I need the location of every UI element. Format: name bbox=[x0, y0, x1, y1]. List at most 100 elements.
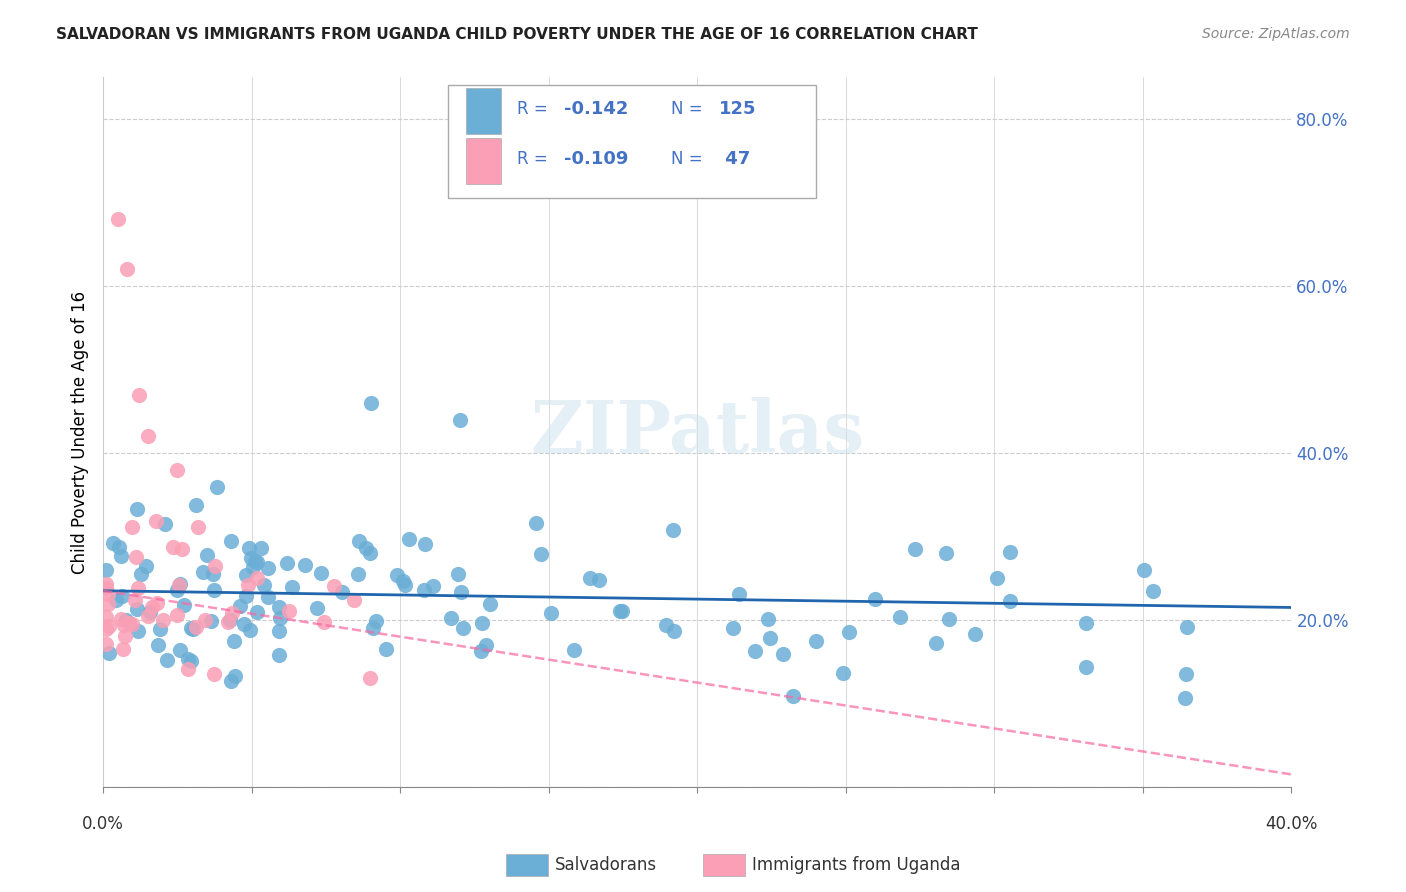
Point bbox=[863, 592, 886, 607]
Point bbox=[187, 519, 209, 533]
Point bbox=[125, 502, 148, 516]
Point bbox=[169, 643, 191, 657]
Point bbox=[831, 665, 853, 680]
Point bbox=[219, 674, 242, 689]
Point bbox=[186, 498, 208, 512]
Text: N =: N = bbox=[671, 101, 709, 119]
FancyBboxPatch shape bbox=[465, 137, 501, 184]
Point bbox=[97, 597, 120, 611]
Text: ZIPatlas: ZIPatlas bbox=[530, 397, 865, 467]
Point bbox=[252, 577, 274, 591]
Point bbox=[149, 622, 172, 636]
Point bbox=[398, 532, 420, 546]
Point bbox=[101, 536, 124, 550]
Point bbox=[127, 624, 149, 638]
Text: Salvadorans: Salvadorans bbox=[555, 856, 658, 874]
Point bbox=[98, 618, 121, 632]
Point bbox=[772, 647, 794, 661]
Point bbox=[124, 593, 146, 607]
Point bbox=[235, 589, 257, 603]
Point bbox=[94, 577, 117, 591]
Point bbox=[392, 574, 415, 588]
Point bbox=[360, 396, 382, 410]
Point bbox=[250, 541, 273, 555]
Point bbox=[180, 621, 202, 635]
Text: -0.142: -0.142 bbox=[564, 101, 628, 119]
Point bbox=[986, 571, 1008, 585]
Point bbox=[267, 648, 290, 662]
Point bbox=[998, 545, 1021, 559]
Point bbox=[177, 662, 200, 676]
Point bbox=[127, 602, 149, 616]
Point bbox=[422, 579, 444, 593]
Point bbox=[346, 567, 368, 582]
Point bbox=[94, 582, 117, 596]
Point bbox=[744, 644, 766, 658]
Text: N =: N = bbox=[671, 150, 709, 168]
Text: Source: ZipAtlas.com: Source: ZipAtlas.com bbox=[1202, 27, 1350, 41]
Point bbox=[118, 615, 141, 630]
Point bbox=[229, 599, 252, 613]
Point bbox=[177, 651, 200, 665]
Point bbox=[269, 599, 291, 614]
Point bbox=[94, 637, 117, 651]
Point bbox=[180, 655, 202, 669]
Point bbox=[375, 642, 398, 657]
Point bbox=[236, 578, 259, 592]
Point bbox=[1175, 667, 1198, 681]
Point bbox=[998, 594, 1021, 608]
Point bbox=[540, 606, 562, 620]
Point bbox=[394, 578, 416, 592]
Point bbox=[94, 563, 117, 577]
Point bbox=[562, 643, 585, 657]
Point bbox=[98, 646, 121, 660]
Point bbox=[578, 571, 600, 585]
Point bbox=[1174, 690, 1197, 705]
Point bbox=[115, 613, 138, 627]
Point bbox=[156, 652, 179, 666]
Point bbox=[804, 633, 827, 648]
Point bbox=[309, 566, 332, 580]
Point bbox=[146, 639, 169, 653]
Point bbox=[446, 566, 468, 581]
Point bbox=[965, 627, 987, 641]
Point bbox=[413, 582, 436, 597]
Text: R =: R = bbox=[516, 150, 553, 168]
Point bbox=[184, 620, 207, 634]
Point bbox=[173, 599, 195, 613]
Point bbox=[470, 643, 492, 657]
Point bbox=[530, 547, 553, 561]
Point bbox=[451, 621, 474, 635]
Point bbox=[662, 523, 685, 537]
Text: Immigrants from Uganda: Immigrants from Uganda bbox=[752, 856, 960, 874]
Point bbox=[267, 624, 290, 638]
Point bbox=[938, 612, 960, 626]
Point bbox=[1076, 660, 1098, 674]
Point bbox=[246, 570, 269, 584]
Text: 47: 47 bbox=[718, 150, 749, 168]
Point bbox=[233, 617, 256, 632]
Point bbox=[111, 590, 134, 604]
Point bbox=[166, 583, 188, 598]
Text: R =: R = bbox=[516, 101, 553, 119]
Point bbox=[664, 624, 686, 638]
Point bbox=[354, 541, 377, 556]
Y-axis label: Child Poverty Under the Age of 16: Child Poverty Under the Age of 16 bbox=[72, 291, 89, 574]
Point bbox=[110, 549, 132, 564]
Point bbox=[217, 615, 239, 630]
Point bbox=[94, 609, 117, 624]
Point bbox=[347, 533, 370, 548]
Point bbox=[239, 623, 262, 637]
Point bbox=[838, 625, 860, 640]
Point bbox=[471, 616, 494, 631]
Point bbox=[221, 606, 243, 620]
Point bbox=[222, 634, 245, 648]
Point bbox=[114, 629, 136, 643]
Point bbox=[440, 611, 463, 625]
Point bbox=[363, 621, 385, 635]
Point bbox=[152, 613, 174, 627]
Point bbox=[385, 568, 408, 582]
Point bbox=[110, 612, 132, 626]
Point bbox=[238, 541, 260, 555]
Point bbox=[281, 580, 304, 594]
